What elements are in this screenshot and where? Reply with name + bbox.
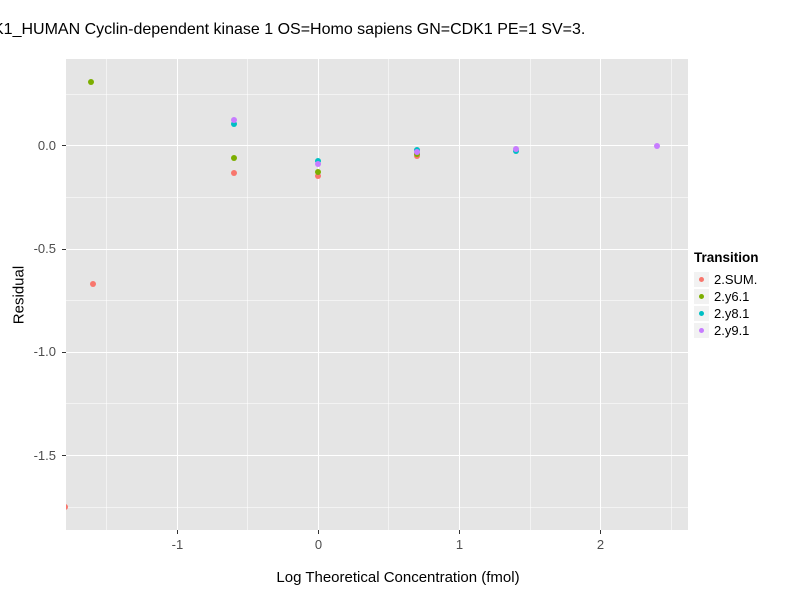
x-tick-label: 1	[455, 537, 464, 552]
y-minor-gridline	[66, 403, 688, 405]
legend-dot-icon	[699, 294, 704, 299]
x-major-gridline	[600, 59, 602, 530]
y-tick-label: -0.5	[33, 241, 56, 257]
y-major-gridline	[66, 248, 688, 250]
data-point	[315, 169, 322, 176]
data-point	[88, 78, 95, 85]
y-major-gridline	[66, 145, 688, 147]
legend-key	[694, 306, 709, 321]
x-tick-label: 0	[314, 537, 323, 552]
data-point	[653, 142, 660, 149]
data-point	[89, 281, 96, 288]
data-point	[230, 121, 237, 128]
y-tick-label: -1.5	[33, 447, 56, 463]
y-minor-gridline	[66, 300, 688, 302]
data-point	[414, 148, 421, 155]
legend-key	[694, 272, 709, 287]
x-minor-gridline	[529, 59, 531, 530]
x-minor-gridline	[670, 59, 672, 530]
data-point	[315, 172, 322, 179]
legend-key	[694, 289, 709, 304]
legend-item-label: 2.y8.1	[714, 306, 750, 321]
x-major-gridline	[459, 59, 460, 530]
y-tick-label: -1.0	[33, 344, 56, 360]
y-tick-mark	[62, 455, 66, 457]
plot-title: K1_HUMAN Cyclin-dependent kinase 1 OS=Ho…	[0, 21, 586, 38]
x-minor-gridline	[106, 59, 108, 530]
x-major-gridline	[317, 59, 319, 530]
legend-dot-icon	[699, 328, 704, 333]
data-point	[315, 160, 322, 167]
x-tick-mark	[459, 530, 460, 534]
y-minor-gridline	[66, 196, 688, 198]
x-tick-label: -1	[171, 537, 184, 552]
x-minor-gridline	[388, 59, 390, 530]
y-major-gridline	[66, 351, 688, 353]
y-minor-gridline	[66, 93, 688, 95]
y-axis-label: Residual	[10, 265, 28, 325]
legend-item: 2.SUM.	[694, 271, 759, 288]
legend-item: 2.y9.1	[694, 322, 759, 339]
legend-item: 2.y8.1	[694, 305, 759, 322]
legend-title: Transition	[694, 250, 759, 265]
legend-item: 2.y6.1	[694, 288, 759, 305]
y-minor-gridline	[66, 506, 688, 508]
legend-dot-icon	[699, 277, 704, 282]
x-tick-label: 2	[596, 537, 605, 552]
legend: Transition 2.SUM. 2.y6.1 2.y8.1 2.y9.1	[694, 250, 759, 339]
legend-item-label: 2.y6.1	[714, 289, 750, 304]
x-tick-mark	[176, 530, 178, 534]
y-tick-label: 0.0	[37, 137, 56, 153]
y-tick-mark	[62, 351, 66, 353]
x-major-gridline	[176, 59, 178, 530]
y-major-gridline	[66, 455, 688, 457]
y-tick-mark	[62, 145, 66, 147]
data-point	[230, 155, 237, 162]
data-point	[512, 146, 519, 153]
data-point	[66, 504, 68, 511]
data-point	[230, 169, 237, 176]
y-tick-mark	[62, 248, 66, 250]
x-tick-mark	[600, 530, 602, 534]
data-point	[230, 116, 237, 123]
x-tick-mark	[317, 530, 319, 534]
legend-key	[694, 323, 709, 338]
x-minor-gridline	[247, 59, 249, 530]
legend-items: 2.SUM. 2.y6.1 2.y8.1 2.y9.1	[694, 271, 759, 339]
legend-item-label: 2.y9.1	[714, 323, 750, 338]
legend-dot-icon	[699, 311, 704, 316]
legend-item-label: 2.SUM.	[714, 272, 758, 287]
plot-panel	[66, 59, 688, 530]
x-axis-label: Log Theoretical Concentration (fmol)	[276, 569, 520, 586]
data-point	[315, 157, 322, 164]
